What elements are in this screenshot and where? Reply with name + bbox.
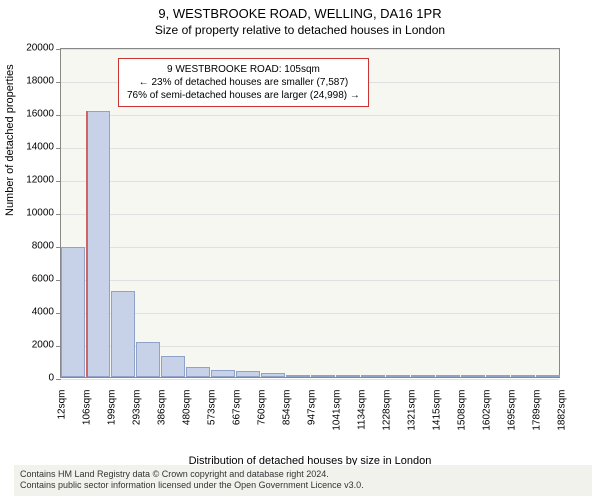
gridline [61, 379, 559, 380]
histogram-bar [461, 375, 485, 377]
histogram-bar [436, 375, 460, 377]
x-tick-label: 480sqm [182, 390, 193, 440]
x-tick-label: 1134sqm [357, 390, 368, 440]
gridline [61, 280, 559, 281]
y-tick-label: 8000 [14, 241, 54, 252]
footer-line-2: Contains public sector information licen… [20, 480, 586, 492]
x-tick-label: 1882sqm [557, 390, 568, 440]
histogram-bar [136, 342, 160, 377]
chart-area: 9 WESTBROOKE ROAD: 105sqm ← 23% of detac… [60, 48, 560, 418]
x-tick-label: 1415sqm [432, 390, 443, 440]
gridline [61, 49, 559, 50]
callout-line-2: ← 23% of detached houses are smaller (7,… [127, 76, 360, 89]
y-tick [56, 214, 61, 215]
histogram-bar [61, 247, 85, 377]
x-tick-label: 667sqm [232, 390, 243, 440]
page-subtitle: Size of property relative to detached ho… [0, 21, 600, 37]
histogram-bar [261, 373, 285, 377]
y-tick [56, 148, 61, 149]
x-tick-label: 573sqm [207, 390, 218, 440]
histogram-bar [186, 367, 210, 377]
callout-line-3: 76% of semi-detached houses are larger (… [127, 89, 360, 102]
histogram-bar [286, 375, 310, 377]
y-tick-label: 6000 [14, 274, 54, 285]
footer-line-1: Contains HM Land Registry data © Crown c… [20, 469, 586, 481]
y-tick-label: 0 [14, 373, 54, 384]
histogram-bar [411, 375, 435, 377]
y-axis-label: Number of detached properties [4, 64, 16, 216]
y-tick-label: 16000 [14, 109, 54, 120]
x-tick-label: 760sqm [257, 390, 268, 440]
x-tick-label: 1228sqm [382, 390, 393, 440]
highlight-bar [86, 111, 88, 377]
gridline [61, 214, 559, 215]
x-tick-label: 12sqm [57, 390, 68, 440]
x-tick-label: 1321sqm [407, 390, 418, 440]
x-tick-label: 1789sqm [532, 390, 543, 440]
y-tick-label: 12000 [14, 175, 54, 186]
histogram-bar [111, 291, 135, 377]
x-tick-label: 854sqm [282, 390, 293, 440]
histogram-bar [336, 375, 360, 377]
y-tick-label: 10000 [14, 208, 54, 219]
gridline [61, 247, 559, 248]
histogram-bar [86, 111, 110, 377]
y-tick [56, 82, 61, 83]
gridline [61, 181, 559, 182]
gridline [61, 115, 559, 116]
y-tick [56, 49, 61, 50]
histogram-bar [511, 375, 535, 377]
y-tick-label: 14000 [14, 142, 54, 153]
footer-attribution: Contains HM Land Registry data © Crown c… [14, 465, 592, 496]
x-tick-label: 947sqm [307, 390, 318, 440]
histogram-bar [211, 370, 235, 377]
callout-line-1: 9 WESTBROOKE ROAD: 105sqm [127, 63, 360, 76]
y-tick-label: 18000 [14, 76, 54, 87]
y-tick [56, 181, 61, 182]
x-tick-label: 106sqm [82, 390, 93, 440]
histogram-bar [386, 375, 410, 377]
x-tick-label: 386sqm [157, 390, 168, 440]
x-tick-label: 1041sqm [332, 390, 343, 440]
histogram-bar [486, 375, 510, 377]
y-tick-label: 2000 [14, 340, 54, 351]
x-tick-label: 1508sqm [457, 390, 468, 440]
y-tick-label: 20000 [14, 43, 54, 54]
y-tick [56, 115, 61, 116]
gridline [61, 313, 559, 314]
x-tick-label: 1602sqm [482, 390, 493, 440]
gridline [61, 148, 559, 149]
x-tick-label: 293sqm [132, 390, 143, 440]
histogram-bar [236, 371, 260, 377]
histogram-bar [161, 356, 185, 377]
y-tick [56, 379, 61, 380]
histogram-bar [536, 375, 560, 377]
callout-box: 9 WESTBROOKE ROAD: 105sqm ← 23% of detac… [118, 58, 369, 107]
page-title: 9, WESTBROOKE ROAD, WELLING, DA16 1PR [0, 0, 600, 21]
x-tick-label: 1695sqm [507, 390, 518, 440]
y-tick-label: 4000 [14, 307, 54, 318]
x-tick-label: 199sqm [107, 390, 118, 440]
histogram-bar [311, 375, 335, 377]
histogram-bar [361, 375, 385, 377]
